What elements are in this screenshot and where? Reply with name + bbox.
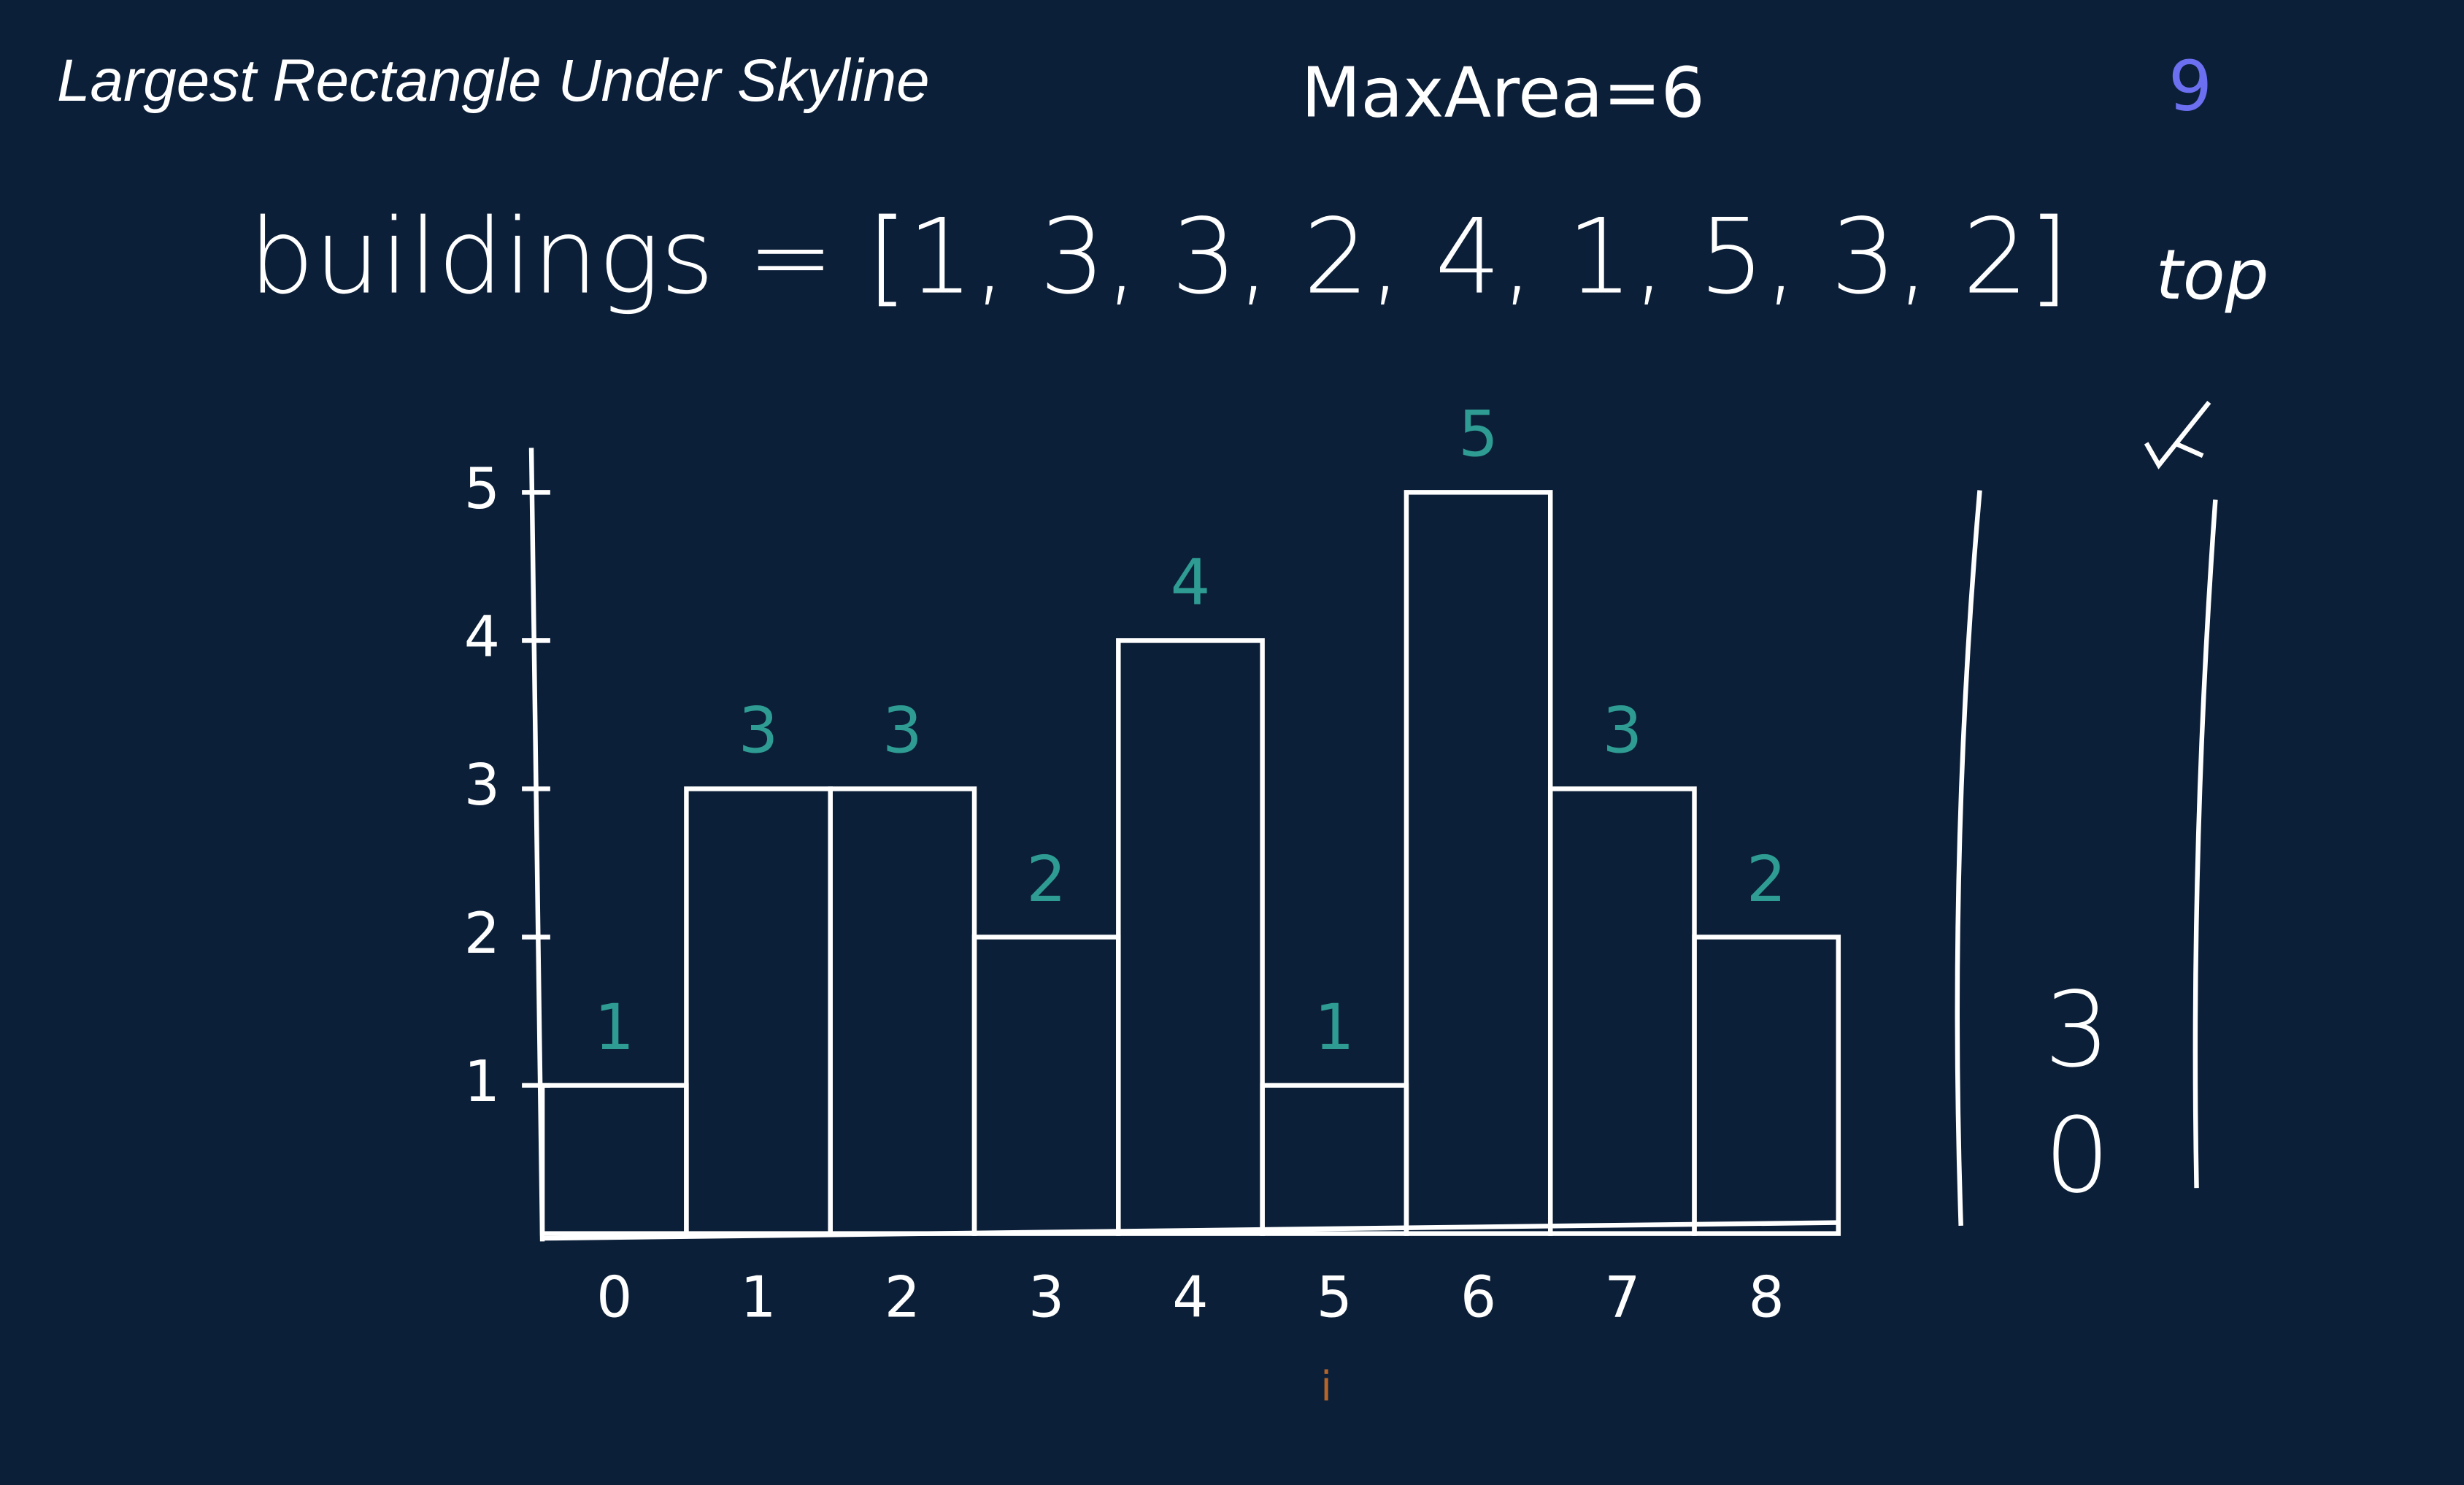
value-label: 3: [1602, 695, 1642, 768]
value-label: 5: [1458, 399, 1498, 472]
stack-wall-left: [1955, 490, 1982, 1226]
stack-wall-right: [2192, 499, 2218, 1189]
y-tick-label: 1: [464, 1049, 500, 1115]
bar: [1692, 935, 1841, 1236]
counter: 9: [2168, 47, 2212, 127]
y-tick-label: 3: [464, 753, 500, 818]
y-tick-label: 5: [464, 456, 500, 522]
stack-item: 3: [2044, 970, 2110, 1091]
x-tick-label: 3: [1028, 1265, 1064, 1331]
pointer: i: [1320, 1363, 1332, 1411]
value-label: 3: [882, 695, 923, 768]
x-tick-label: 2: [885, 1265, 920, 1331]
x-tick-label: 8: [1749, 1265, 1785, 1331]
x-tick-label: 6: [1460, 1265, 1496, 1331]
top-label: top: [2156, 235, 2269, 315]
stack-item: 0: [2044, 1095, 2110, 1216]
x-tick-label: 0: [596, 1265, 632, 1331]
x-tick-label: 7: [1604, 1265, 1640, 1331]
value-label: 2: [1747, 843, 1787, 916]
buildings-array: buildings = [1, 3, 3, 2, 4, 1, 5, 3, 2]: [249, 196, 2069, 318]
y-tick-label: 4: [464, 605, 500, 670]
value-label: 1: [594, 991, 634, 1064]
bar: [1116, 638, 1265, 1236]
chart-title: Largest Rectangle Under Skyline: [57, 47, 930, 114]
value-label: 1: [1314, 991, 1355, 1064]
value-label: 4: [1171, 547, 1211, 620]
x-tick-label: 4: [1172, 1265, 1208, 1331]
x-tick-label: 5: [1317, 1265, 1352, 1331]
x-tick-label: 1: [740, 1265, 776, 1331]
check-mark: [2144, 400, 2211, 469]
value-label: 2: [1026, 843, 1066, 916]
max-area: MaxArea=6: [1301, 53, 1705, 133]
y-tick-label: 2: [464, 901, 500, 967]
value-label: 3: [739, 695, 779, 768]
